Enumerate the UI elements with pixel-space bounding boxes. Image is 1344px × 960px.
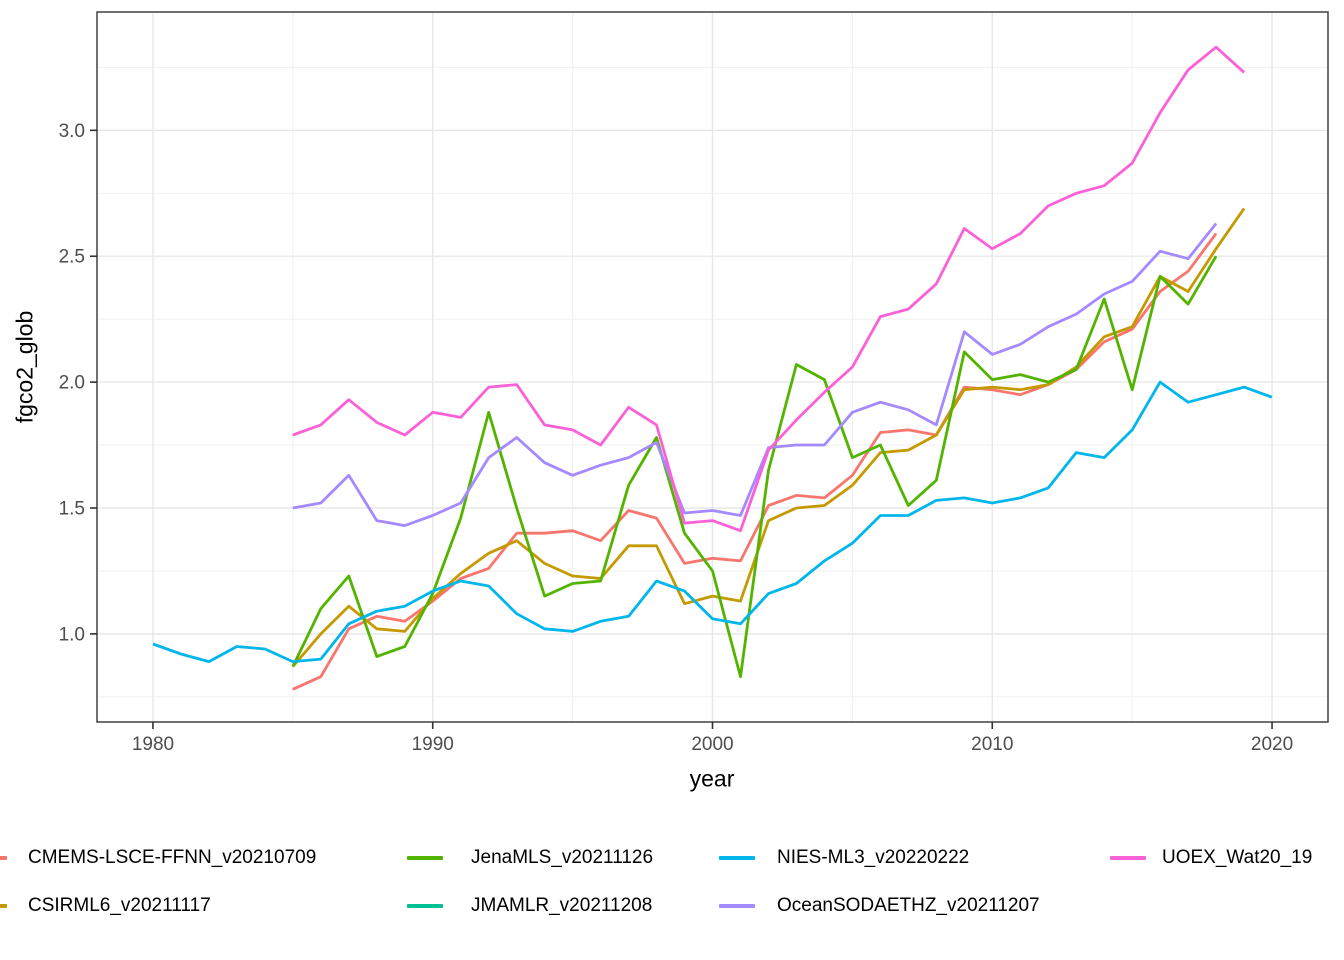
- y-tick-label: 2.0: [59, 373, 85, 394]
- y-axis-title: fgco2_glob: [11, 310, 38, 424]
- legend-label-NIES-ML3_v20220222: NIES-ML3_v20220222: [777, 847, 970, 868]
- y-tick-label: 3.0: [59, 121, 85, 142]
- y-tick-label: 2.5: [59, 247, 85, 268]
- x-tick-label: 2010: [971, 734, 1013, 755]
- legend-key-CMEMS-LSCE-FFNN_v20210709: [0, 856, 7, 860]
- legend-key-JMAMLR_v20211208: [407, 904, 443, 908]
- legend-label-JMAMLR_v20211208: JMAMLR_v20211208: [471, 895, 653, 916]
- y-tick-label: 1.5: [59, 498, 85, 519]
- x-tick-label: 1990: [412, 734, 454, 755]
- legend-label-CMEMS-LSCE-FFNN_v20210709: CMEMS-LSCE-FFNN_v20210709: [28, 847, 317, 868]
- legend-key-NIES-ML3_v20220222: [719, 856, 755, 860]
- line-chart: 1980 1990 2000 2010 2020 1.0 1.5 2.0 2.5 3.0: [59, 11, 1329, 755]
- legend-key-JenaMLS_v20211126: [407, 856, 443, 860]
- legend-key-CSIRML6_v20211117: [0, 904, 7, 908]
- legend-label-JenaMLS_v20211126: JenaMLS_v20211126: [471, 847, 654, 868]
- x-tick-label: 1980: [132, 734, 174, 755]
- series-line-CSIRML6_v20211117: [291, 207, 1246, 668]
- x-tick-label: 2000: [691, 734, 733, 755]
- legend-label-OceanSODAETHZ_v20211207: OceanSODAETHZ_v20211207: [777, 895, 1040, 916]
- legend-key-UOEX_Wat20_19: [1110, 856, 1146, 860]
- x-axis-title: year: [689, 765, 735, 792]
- legend-label-CSIRML6_v20211117: CSIRML6_v20211117: [28, 895, 211, 916]
- legend-label-UOEX_Wat20_19: UOEX_Wat20_19: [1162, 847, 1313, 868]
- legend-key-OceanSODAETHZ_v20211207: [719, 904, 755, 908]
- series-line-NIES-ML3_v20220222: [152, 380, 1273, 663]
- x-tick-label: 2020: [1251, 734, 1293, 755]
- series-line-JenaMLS_v20211126: [291, 255, 1218, 679]
- series-line-OceanSODAETHZ_v20211207: [292, 222, 1218, 527]
- series-line-UOEX_Wat20_19: [292, 45, 1246, 533]
- y-tick-label: 1.0: [59, 624, 85, 645]
